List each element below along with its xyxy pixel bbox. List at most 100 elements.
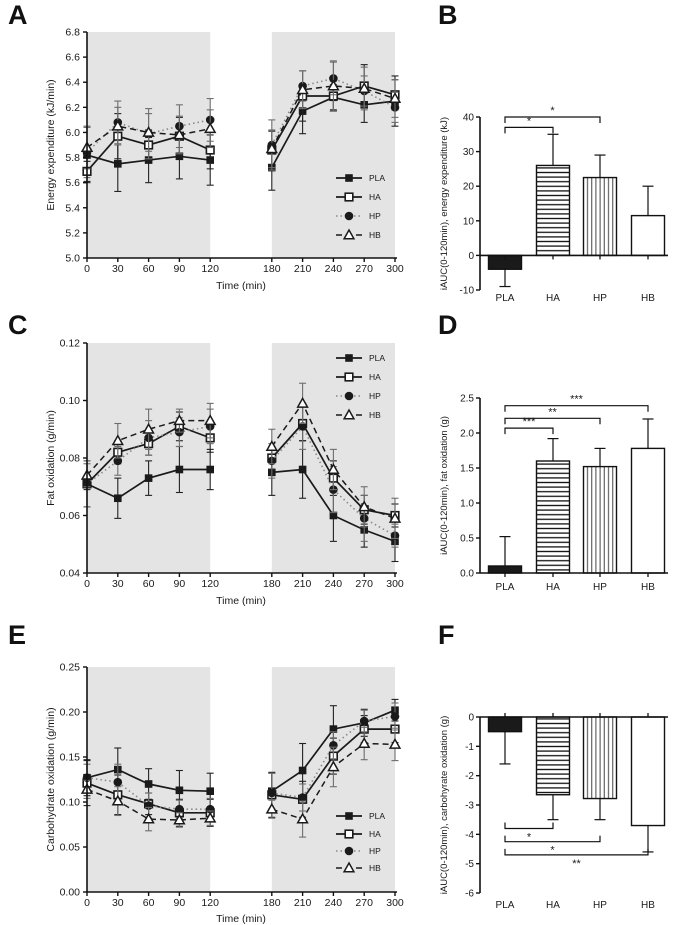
y-axis-title: iAUC(0-120min), fat oxidation (g) xyxy=(439,416,450,555)
open-triangle-marker xyxy=(111,434,124,446)
x-tick-label: 240 xyxy=(325,897,343,909)
y-tick-label: 0.15 xyxy=(60,752,81,764)
y-tick-label: 10 xyxy=(463,216,475,227)
open-square-marker xyxy=(344,829,354,839)
x-tick-label: 300 xyxy=(386,578,404,590)
x-tick-label: 30 xyxy=(112,897,124,909)
y-tick-label: 0.05 xyxy=(60,842,81,854)
open-triangle-marker xyxy=(342,408,356,420)
filled-square-marker xyxy=(175,152,184,161)
open-triangle-marker xyxy=(388,511,402,523)
filled-circle-marker xyxy=(113,777,123,787)
panel-d-chart: 0.0 0.5 1.0 1.5 2.0 2.5 PLA HA HP HB iAUC(0-120min… xyxy=(439,394,668,593)
series-line xyxy=(86,788,211,821)
x-category-label: HP xyxy=(593,900,607,911)
filled-square-marker xyxy=(114,494,122,503)
y-tick-label: 0.10 xyxy=(60,797,81,809)
x-tick-label: 120 xyxy=(201,578,219,590)
panel-c: C 0.04 0.06 0.08 0.10 0.12 0 30 60 90 120 180 210 24… xyxy=(0,310,440,620)
open-triangle-marker xyxy=(296,396,309,408)
sig-bracket: * xyxy=(504,822,554,843)
open-triangle-marker xyxy=(296,83,309,95)
sig-bracket-line xyxy=(504,822,554,830)
open-triangle-marker xyxy=(111,119,124,131)
filled-circle-marker xyxy=(113,456,123,466)
bar xyxy=(487,716,523,733)
sig-label: *** xyxy=(570,394,584,406)
open-triangle-marker xyxy=(204,122,217,134)
panel-a: A 5.0 5.2 5.4 5.6 5.8 6.0 6.2 6.4 6.6 6.8 0 30 60 90 1… xyxy=(0,0,440,310)
open-triangle-marker xyxy=(358,500,371,512)
sig-bracket: * xyxy=(504,835,601,857)
series-hb xyxy=(80,382,402,540)
y-tick-label: 5.8 xyxy=(65,152,80,164)
shaded-band xyxy=(87,343,211,573)
panel-f-chart: -6 -5 -4 -3 -2 -1 0 PLA HA HP HB iAUC(0-120min), ca… xyxy=(439,713,668,911)
sig-label: * xyxy=(550,845,555,857)
y-tick-label: 5.0 xyxy=(65,253,80,265)
y-tick-label: 0.20 xyxy=(60,707,81,719)
open-triangle-marker xyxy=(388,737,402,749)
open-triangle-marker xyxy=(388,92,402,103)
open-triangle-marker xyxy=(173,414,186,426)
x-tick-label: 60 xyxy=(143,578,155,590)
open-square-marker xyxy=(344,372,354,382)
bar-ha xyxy=(535,716,571,821)
open-triangle-marker xyxy=(358,81,371,93)
filled-square-marker xyxy=(329,725,338,733)
filled-circle-marker xyxy=(175,804,184,814)
y-tick-label: -2 xyxy=(465,771,474,782)
open-square-marker xyxy=(344,192,354,202)
y-tick-label: 0.06 xyxy=(60,510,81,522)
panel-a-letter: A xyxy=(8,0,28,30)
series-line xyxy=(86,119,211,154)
sig-label: ** xyxy=(548,406,557,418)
y-tick-label: 0.04 xyxy=(60,568,81,580)
filled-square-marker xyxy=(345,354,353,362)
open-triangle-marker xyxy=(265,802,278,814)
open-triangle-marker xyxy=(327,462,340,474)
y-tick-label: 1.0 xyxy=(460,499,474,510)
x-tick-label: 60 xyxy=(143,263,155,275)
panel-c-letter: C xyxy=(8,310,28,340)
legend-label: HB xyxy=(369,863,381,873)
open-triangle-marker xyxy=(111,794,124,806)
x-tick-label: 300 xyxy=(386,263,404,275)
panel-e: E 0.00 0.05 0.10 0.15 0.20 0.25 0 30 60 90 120 180 2… xyxy=(0,620,440,925)
y-tick-label: 5.6 xyxy=(65,177,80,189)
filled-circle-marker xyxy=(344,846,354,856)
x-tick-label: 270 xyxy=(355,263,373,275)
bar-pla xyxy=(487,536,523,574)
sig-bracket-line xyxy=(504,427,554,435)
sig-bracket: *** xyxy=(504,394,649,412)
bar xyxy=(487,565,523,574)
y-tick-label: 0.25 xyxy=(60,662,81,674)
filled-square-marker xyxy=(114,160,122,168)
x-tick-label: 90 xyxy=(174,263,186,275)
x-axis-title: Time (min) xyxy=(216,595,266,607)
filled-circle-marker xyxy=(390,712,400,721)
sig-bracket: * xyxy=(504,115,554,134)
x-tick-label: 120 xyxy=(201,897,219,909)
sig-bracket-line xyxy=(504,835,601,843)
bar xyxy=(582,716,618,800)
bar-hb xyxy=(630,185,666,257)
bar xyxy=(535,460,571,574)
panel-b-letter: B xyxy=(438,0,458,30)
bar xyxy=(535,716,571,796)
x-tick-label: 240 xyxy=(325,578,343,590)
panel-b-chart: -10 0 10 20 30 40 PLA HA HP HB iAUC(0-120min), ene… xyxy=(439,105,668,304)
x-category-label: HP xyxy=(593,582,607,593)
filled-square-marker xyxy=(206,787,214,795)
x-tick-label: 60 xyxy=(143,897,155,909)
x-category-label: HA xyxy=(546,293,560,304)
y-tick-label: 0.10 xyxy=(60,395,81,407)
x-tick-label: 300 xyxy=(386,897,404,909)
y-tick-label: 5.4 xyxy=(65,202,80,214)
legend-label: HB xyxy=(369,410,381,420)
legend-label: PLA xyxy=(369,811,385,821)
panel-d-letter: D xyxy=(438,310,458,340)
y-tick-label: -3 xyxy=(465,801,474,812)
x-tick-label: 180 xyxy=(263,263,281,275)
filled-circle-marker xyxy=(344,391,354,401)
